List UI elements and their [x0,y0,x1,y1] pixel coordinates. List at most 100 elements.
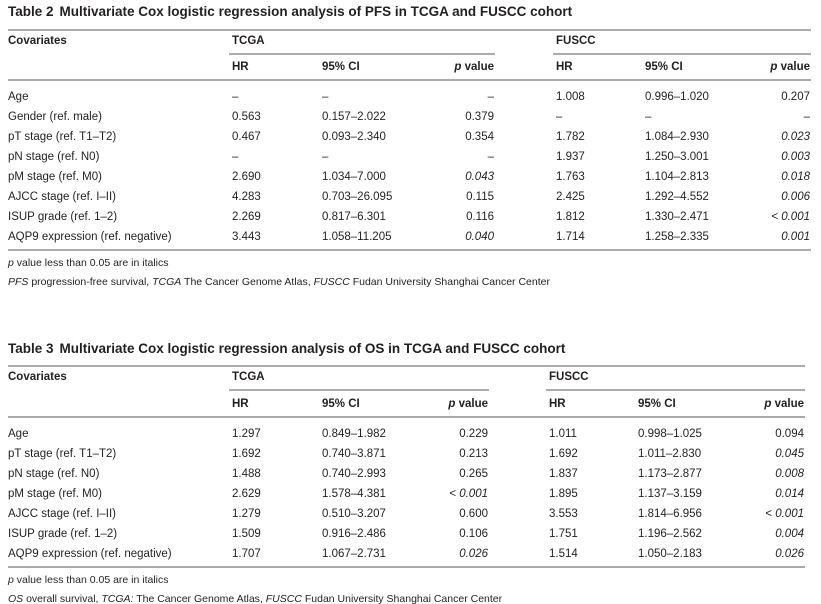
cell: 0.996–1.020 [645,91,709,103]
cell: 1.895 [549,488,578,500]
cell: – [556,111,563,123]
cell: 0.116 [466,211,494,223]
column-header: p value [447,398,488,410]
column-header: 95% CI [322,61,360,73]
row-label: AQP9 expression (ref. negative) [8,231,172,243]
cell: 0.354 [465,131,494,143]
column-header-part: HR [232,398,249,410]
group-header: TCGA [232,371,265,383]
cell: 0.817–6.301 [322,211,386,223]
cell: 1.763 [556,171,585,183]
row-label: pN stage (ref. N0) [8,151,100,163]
cell: 0.157–2.022 [322,111,386,123]
column-header-part: 95% CI [638,398,676,410]
footnote: PFS progression-free survival, TCGA The … [8,276,550,288]
cell: 1.058–11.205 [322,231,392,243]
column-header-part: p [769,61,777,73]
cell: 1.692 [549,448,578,460]
cell: < 0.001 [449,488,488,500]
cell: 1.514 [549,548,578,560]
group-header: TCGA [232,35,265,47]
cell: 0.916–2.486 [322,528,386,540]
table-label: Table 2 [8,4,54,19]
footnote-part: progression-free survival, [28,276,152,288]
row-label: ISUP grade (ref. 1–2) [8,528,117,540]
footnote-part: p [7,257,14,269]
column-header: p value [453,61,494,73]
cell: 4.283 [232,191,261,203]
column-header-part: 95% CI [322,398,360,410]
row-label: pN stage (ref. N0) [8,468,100,480]
column-header: HR [232,61,249,73]
cell: 0.040 [465,231,494,243]
cell: 0.045 [775,448,804,460]
cell: 0.043 [465,171,494,183]
row-label: pT stage (ref. T1–T2) [8,448,116,460]
cell: 1.173–2.877 [638,468,702,480]
row-label: Gender (ref. male) [8,111,102,123]
cell: 0.849–1.982 [322,428,386,440]
column-header-part: value [461,61,494,73]
cell: 0.001 [781,231,810,243]
cell: 1.751 [549,528,578,540]
column-header-part: value [455,398,488,410]
cell: 1.084–2.930 [645,131,709,143]
column-header-part: HR [549,398,566,410]
cell: – [322,91,329,103]
cell: 2.629 [232,488,261,500]
cell: 1.034–7.000 [322,171,386,183]
column-header-part: p [453,61,461,73]
cell: 0.379 [465,111,494,123]
cell: 0.265 [459,468,488,480]
cell: 1.814–6.956 [638,508,702,520]
cell: 0.014 [775,488,804,500]
cell: 1.011 [549,428,577,440]
cell: 1.137–3.159 [638,488,702,500]
cell: 0.006 [781,191,810,203]
cell: 1.812 [556,211,585,223]
cell: 1.714 [556,231,585,243]
cell: 1.067–2.731 [322,548,386,560]
cell: 1.297 [232,428,261,440]
cell: – [232,91,239,103]
column-header: 95% CI [645,61,683,73]
cell: 0.026 [459,548,488,560]
cell: 1.196–2.562 [638,528,702,540]
row-label: AJCC stage (ref. I–II) [8,191,116,203]
cell: 0.998–1.025 [638,428,702,440]
footnote-part: Fudan University Shanghai Cancer Center [302,593,503,604]
cell: 0.094 [775,428,804,440]
footnote-part: value less than 0.05 are in italics [14,257,169,269]
cell: – [322,151,329,163]
cell: 0.740–3.871 [322,448,386,460]
column-header-part: value [777,61,810,73]
cell: 0.115 [466,191,494,203]
cell: 2.269 [232,211,261,223]
footnote: p value less than 0.05 are in italics [7,257,169,269]
row-label: Age [8,91,28,103]
column-header: HR [549,398,566,410]
column-header-part: HR [556,61,573,73]
cell: < 0.001 [771,211,810,223]
cell: 1.692 [232,448,261,460]
table-title: Table 2 Multivariate Cox logistic regress… [8,4,573,19]
footnote-part: The Cancer Genome Atlas, [181,276,313,288]
cell: – [488,91,495,103]
cell: 0.023 [781,131,810,143]
cell: 0.510–3.207 [322,508,386,520]
footnote-part: TCGA [152,276,181,288]
cell: – [645,111,652,123]
column-header-part: 95% CI [645,61,683,73]
cell: 1.707 [232,548,261,560]
cell: 0.106 [459,528,488,540]
cell: 0.093–2.340 [322,131,386,143]
footnote-part: p [7,574,14,586]
row-label: AJCC stage (ref. I–II) [8,508,116,520]
row-label: pM stage (ref. M0) [8,171,102,183]
cell: 1.488 [232,468,261,480]
table-label: Table 3 [8,341,54,356]
footnote-part: value less than 0.05 are in italics [14,574,169,586]
row-label: Age [8,428,28,440]
column-header: Covariates [8,371,67,383]
column-header: p value [769,61,810,73]
